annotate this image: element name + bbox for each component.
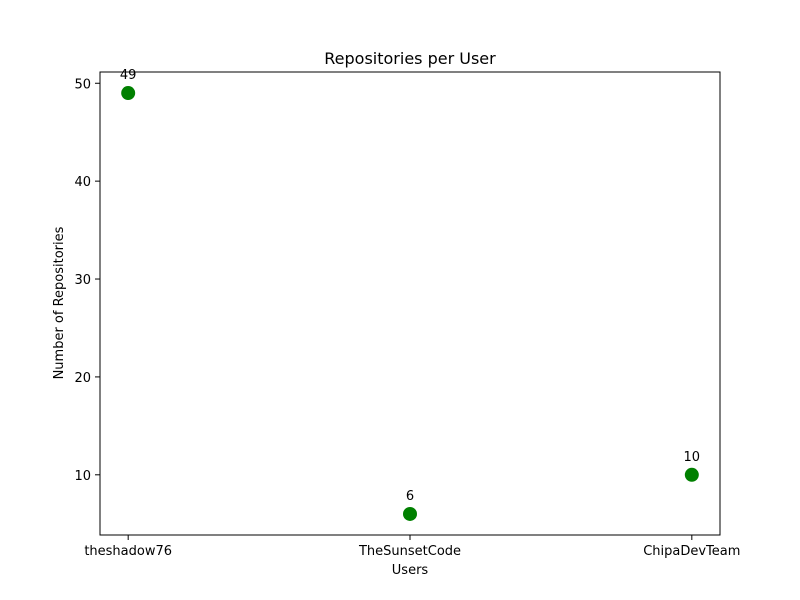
data-label: 10 — [684, 450, 701, 465]
data-label: 49 — [120, 68, 137, 83]
data-point — [684, 467, 699, 482]
y-tick-label: 10 — [74, 469, 91, 484]
x-tick-label: theshadow76 — [84, 544, 172, 559]
data-point — [403, 506, 417, 521]
x-axis-label: Users — [392, 563, 429, 578]
y-tick-label: 40 — [74, 175, 91, 190]
data-label: 6 — [406, 489, 414, 504]
plot-frame — [99, 71, 721, 536]
y-tick-label: 50 — [74, 77, 91, 92]
data-point — [121, 86, 136, 101]
chart-title: Repositories per User — [324, 49, 496, 68]
x-tick-label: ChipaDevTeam — [643, 544, 740, 559]
plot-area: 10 20 30 40 50 theshadow76 TheSunsetCode ChipaD… — [74, 68, 740, 559]
y-tick-label: 30 — [74, 273, 91, 288]
y-tick-label: 20 — [74, 371, 91, 386]
x-tick-label: TheSunsetCode — [358, 544, 461, 559]
y-axis-label: Number of Repositories — [52, 226, 67, 379]
